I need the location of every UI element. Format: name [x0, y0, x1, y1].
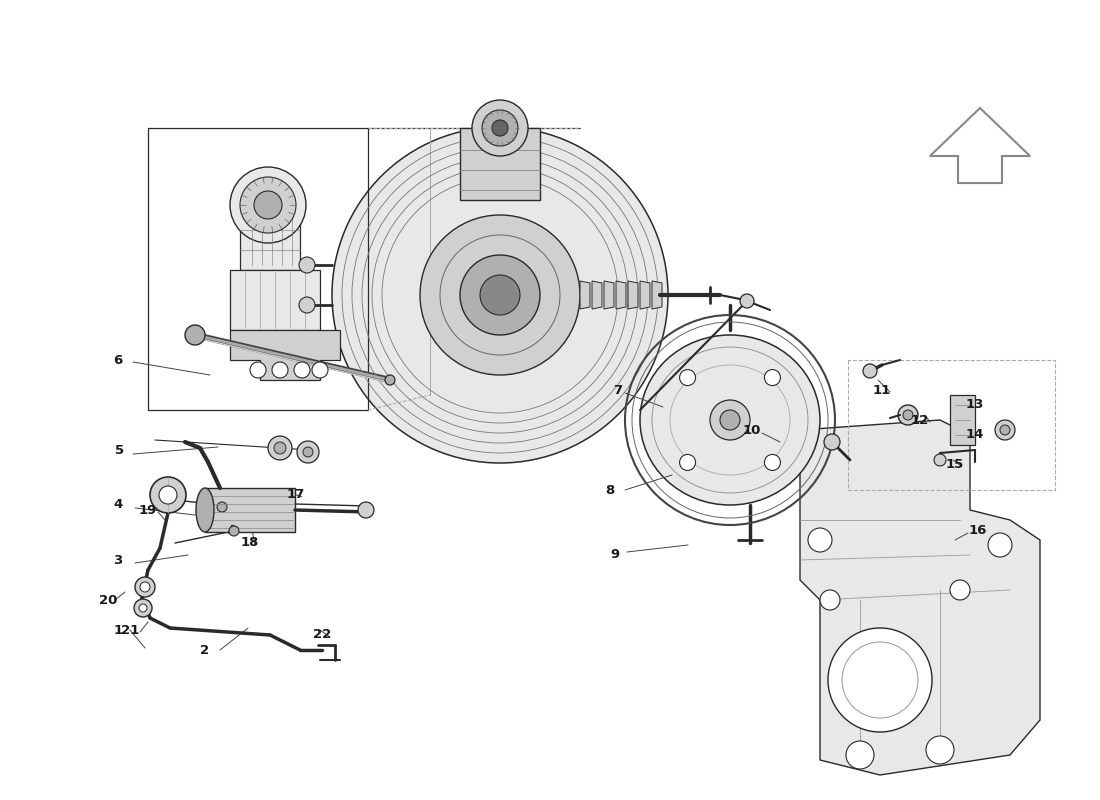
- Circle shape: [240, 177, 296, 233]
- Polygon shape: [616, 281, 626, 309]
- Text: 17: 17: [287, 489, 305, 502]
- Text: 22: 22: [312, 629, 331, 642]
- Circle shape: [680, 454, 695, 470]
- Circle shape: [140, 582, 150, 592]
- Circle shape: [864, 364, 877, 378]
- Circle shape: [312, 362, 328, 378]
- Circle shape: [160, 486, 177, 504]
- Circle shape: [229, 526, 239, 536]
- Circle shape: [385, 375, 395, 385]
- Polygon shape: [230, 330, 340, 380]
- Text: 6: 6: [113, 354, 122, 366]
- Text: 19: 19: [139, 503, 157, 517]
- Circle shape: [139, 604, 147, 612]
- Circle shape: [898, 405, 918, 425]
- Circle shape: [185, 325, 205, 345]
- Circle shape: [824, 434, 840, 450]
- Circle shape: [926, 736, 954, 764]
- Circle shape: [420, 215, 580, 375]
- Circle shape: [230, 167, 306, 243]
- Polygon shape: [800, 420, 1040, 775]
- Circle shape: [480, 275, 520, 315]
- Circle shape: [764, 454, 780, 470]
- Text: 18: 18: [241, 537, 260, 550]
- Circle shape: [268, 436, 292, 460]
- Polygon shape: [592, 281, 602, 309]
- Circle shape: [764, 370, 780, 386]
- Text: 11: 11: [873, 383, 891, 397]
- Circle shape: [740, 294, 754, 308]
- Text: 20: 20: [99, 594, 118, 606]
- Circle shape: [482, 110, 518, 146]
- Polygon shape: [930, 108, 1030, 183]
- Ellipse shape: [196, 488, 214, 532]
- Circle shape: [472, 100, 528, 156]
- Text: 16: 16: [969, 523, 987, 537]
- Text: 7: 7: [614, 383, 623, 397]
- Polygon shape: [460, 128, 540, 200]
- Circle shape: [934, 454, 946, 466]
- Polygon shape: [950, 395, 975, 445]
- Circle shape: [294, 362, 310, 378]
- Ellipse shape: [640, 335, 820, 505]
- Circle shape: [846, 741, 874, 769]
- Circle shape: [254, 191, 282, 219]
- Text: 12: 12: [911, 414, 930, 426]
- Circle shape: [297, 441, 319, 463]
- Circle shape: [710, 400, 750, 440]
- Text: 13: 13: [966, 398, 984, 411]
- Circle shape: [358, 502, 374, 518]
- Circle shape: [299, 297, 315, 313]
- Text: 2: 2: [200, 643, 210, 657]
- Circle shape: [808, 528, 832, 552]
- Circle shape: [680, 370, 695, 386]
- Text: 8: 8: [605, 483, 615, 497]
- Polygon shape: [640, 281, 650, 309]
- Circle shape: [135, 577, 155, 597]
- Circle shape: [250, 362, 266, 378]
- Circle shape: [460, 255, 540, 335]
- Circle shape: [828, 628, 932, 732]
- Circle shape: [217, 502, 227, 512]
- Circle shape: [903, 410, 913, 420]
- Text: 9: 9: [610, 549, 619, 562]
- Polygon shape: [240, 205, 300, 270]
- Circle shape: [332, 127, 668, 463]
- Text: 15: 15: [946, 458, 964, 471]
- Text: 14: 14: [966, 429, 984, 442]
- Text: 21: 21: [121, 623, 139, 637]
- Circle shape: [150, 477, 186, 513]
- Circle shape: [302, 447, 313, 457]
- Polygon shape: [580, 281, 590, 309]
- Circle shape: [492, 120, 508, 136]
- Text: 5: 5: [116, 443, 124, 457]
- Polygon shape: [205, 488, 295, 532]
- Circle shape: [1000, 425, 1010, 435]
- Polygon shape: [652, 281, 662, 309]
- Polygon shape: [230, 270, 320, 330]
- Circle shape: [299, 257, 315, 273]
- Text: 10: 10: [742, 423, 761, 437]
- Circle shape: [950, 580, 970, 600]
- Polygon shape: [228, 525, 238, 535]
- Text: 1: 1: [113, 623, 122, 637]
- Text: 3: 3: [113, 554, 122, 566]
- Polygon shape: [628, 281, 638, 309]
- Circle shape: [272, 362, 288, 378]
- Circle shape: [134, 599, 152, 617]
- Circle shape: [996, 420, 1015, 440]
- Circle shape: [720, 410, 740, 430]
- Circle shape: [274, 442, 286, 454]
- Circle shape: [820, 590, 840, 610]
- Text: 4: 4: [113, 498, 122, 511]
- Polygon shape: [604, 281, 614, 309]
- Circle shape: [988, 533, 1012, 557]
